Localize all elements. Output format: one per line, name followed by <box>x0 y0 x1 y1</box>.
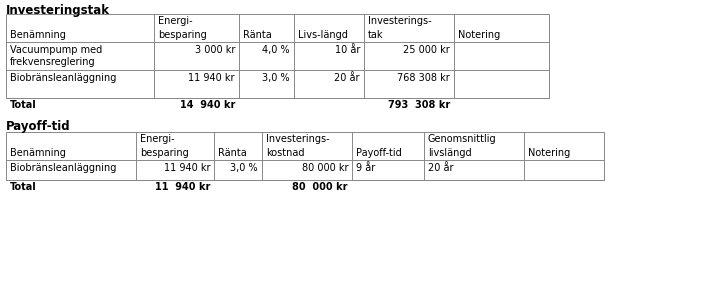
Text: Biobränsleanläggning: Biobränsleanläggning <box>10 73 116 83</box>
Text: 80 000 kr: 80 000 kr <box>301 163 348 173</box>
Text: 3,0 %: 3,0 % <box>230 163 258 173</box>
Text: Notering: Notering <box>528 148 570 158</box>
Text: Investerings-: Investerings- <box>368 16 431 26</box>
Text: Energi-: Energi- <box>158 16 193 26</box>
Text: 11  940 kr: 11 940 kr <box>155 182 210 192</box>
Text: 11 940 kr: 11 940 kr <box>188 73 235 83</box>
Text: Benämning: Benämning <box>10 148 66 158</box>
Text: Total: Total <box>10 100 37 110</box>
Text: Livs-längd: Livs-längd <box>298 30 348 40</box>
Text: Ränta: Ränta <box>218 148 247 158</box>
Text: Investeringstak: Investeringstak <box>6 4 110 17</box>
Text: Genomsnittlig: Genomsnittlig <box>428 134 497 144</box>
Text: 768 308 kr: 768 308 kr <box>398 73 450 83</box>
Text: 25 000 kr: 25 000 kr <box>403 45 450 55</box>
Text: Total: Total <box>10 182 37 192</box>
Text: Investerings-: Investerings- <box>266 134 329 144</box>
Bar <box>6 14 549 98</box>
Text: Energi-: Energi- <box>140 134 175 144</box>
Text: Ränta: Ränta <box>243 30 272 40</box>
Text: 20 år: 20 år <box>428 163 454 173</box>
Text: Notering: Notering <box>458 30 500 40</box>
Text: Payoff-tid: Payoff-tid <box>6 120 70 133</box>
Text: 793  308 kr: 793 308 kr <box>388 100 450 110</box>
Text: 4,0 %: 4,0 % <box>262 45 290 55</box>
Text: 80  000 kr: 80 000 kr <box>293 182 348 192</box>
Text: Biobränsleanläggning: Biobränsleanläggning <box>10 163 116 173</box>
Text: tak: tak <box>368 30 383 40</box>
Text: 11 940 kr: 11 940 kr <box>163 163 210 173</box>
Text: Payoff-tid: Payoff-tid <box>356 148 402 158</box>
Text: 10 år: 10 år <box>334 45 360 55</box>
Bar <box>6 132 604 180</box>
Text: Benämning: Benämning <box>10 30 66 40</box>
Text: besparing: besparing <box>140 148 189 158</box>
Text: 3 000 kr: 3 000 kr <box>195 45 235 55</box>
Text: 20 år: 20 år <box>334 73 360 83</box>
Text: Vacuumpump med
frekvensreglering: Vacuumpump med frekvensreglering <box>10 45 102 67</box>
Text: 14  940 kr: 14 940 kr <box>180 100 235 110</box>
Text: livslängd: livslängd <box>428 148 472 158</box>
Text: besparing: besparing <box>158 30 207 40</box>
Text: 9 år: 9 år <box>356 163 375 173</box>
Text: 3,0 %: 3,0 % <box>262 73 290 83</box>
Text: kostnad: kostnad <box>266 148 305 158</box>
